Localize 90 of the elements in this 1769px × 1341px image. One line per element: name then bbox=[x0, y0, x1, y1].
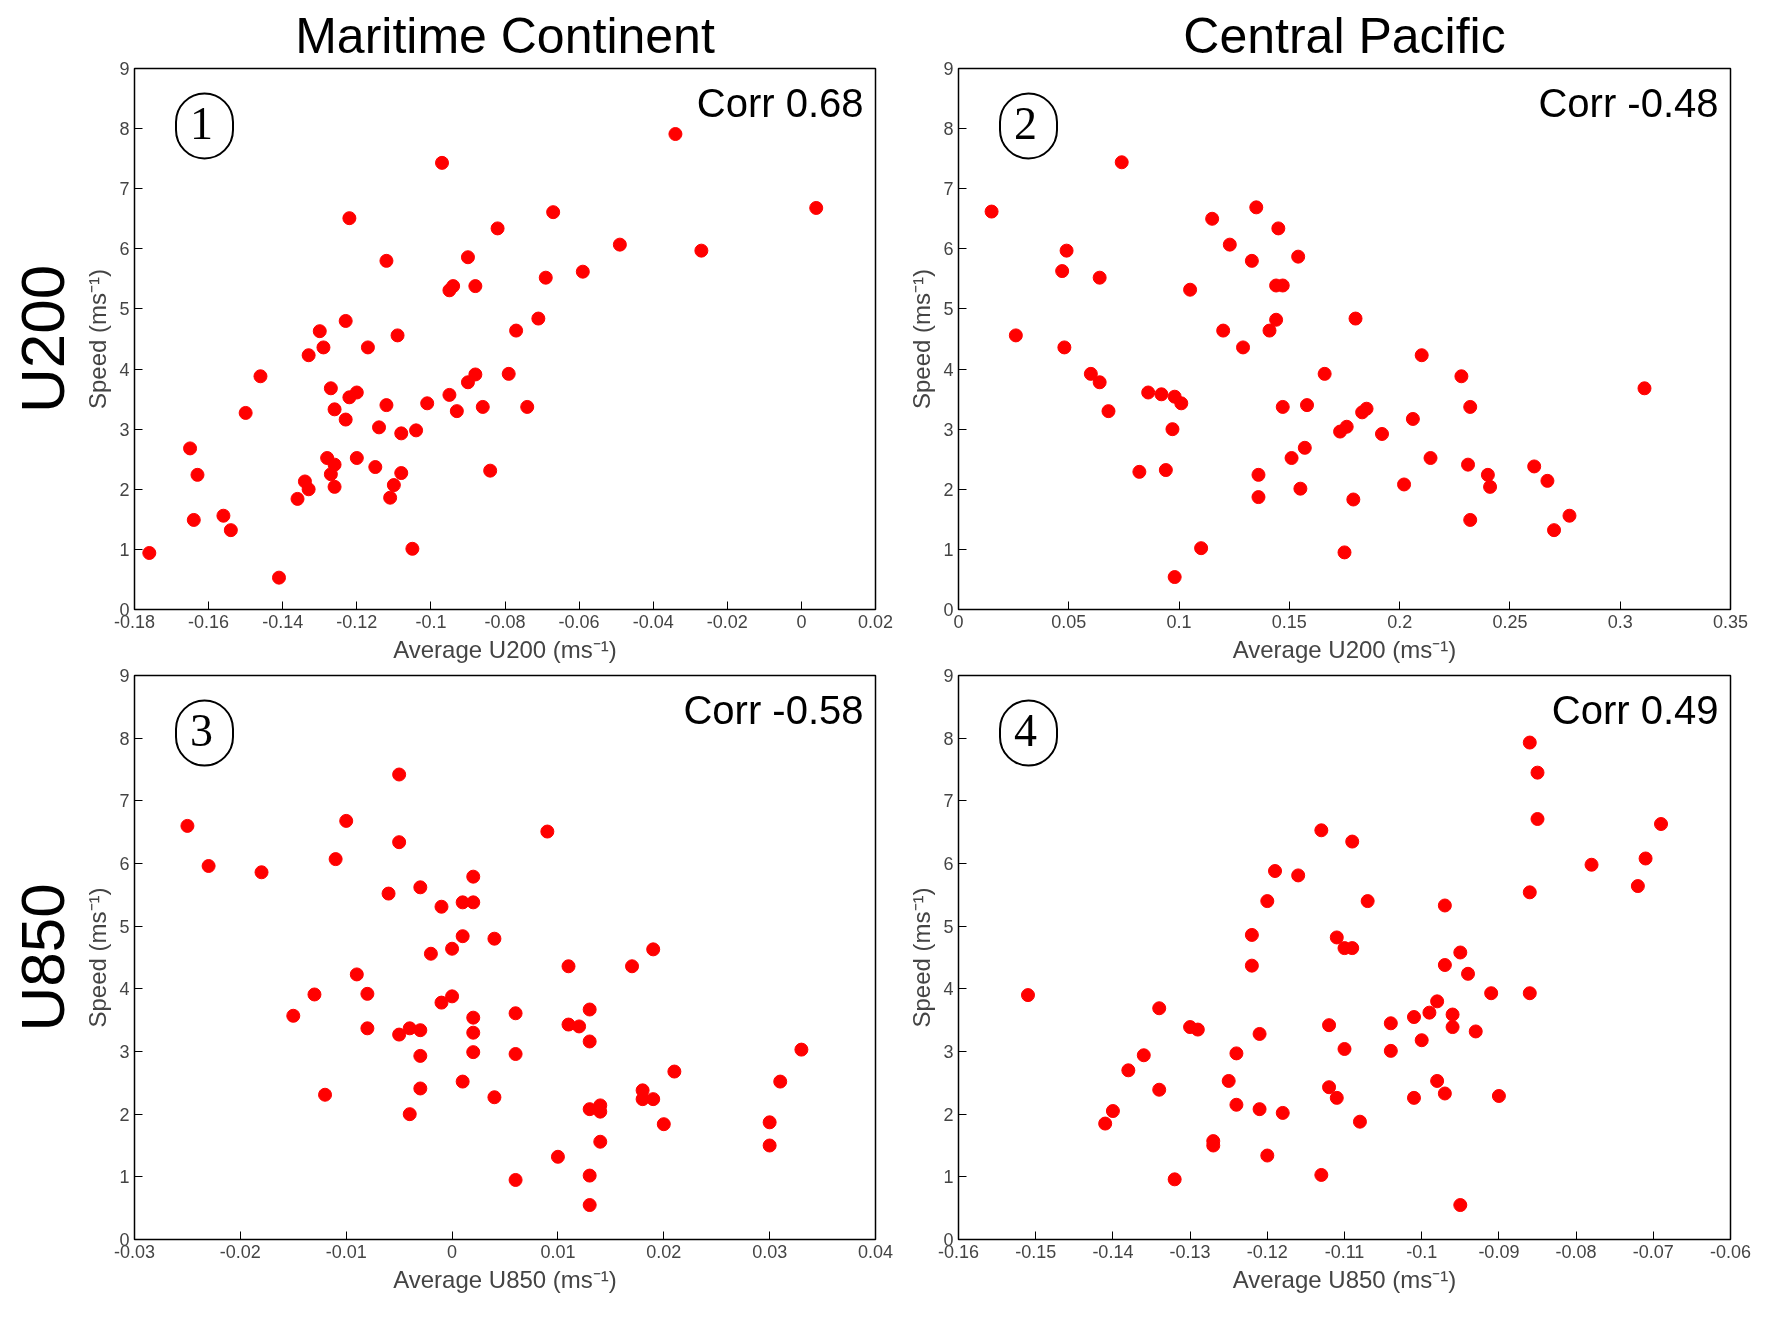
x-tick-label: -0.01 bbox=[325, 1241, 367, 1262]
x-axis-title: Average U850 (ms⁻¹) bbox=[393, 1265, 617, 1293]
x-tick-label: -0.07 bbox=[1632, 1241, 1674, 1262]
x-tick-label: 0.03 bbox=[752, 1241, 788, 1262]
x-tick-label: 0.02 bbox=[646, 1241, 682, 1262]
y-tick-label: 5 bbox=[119, 299, 130, 320]
annotation: Corr -0.48 bbox=[1538, 80, 1719, 125]
x-tick-label: 0.3 bbox=[1607, 611, 1633, 632]
annotation: 2 bbox=[1014, 97, 1037, 149]
x-tick-label: -0.06 bbox=[1709, 1241, 1752, 1262]
y-tick-label: 6 bbox=[119, 239, 130, 260]
y-axis-title: Speed (ms⁻¹) bbox=[908, 268, 936, 410]
x-tick-label: 0 bbox=[447, 1241, 458, 1262]
y-tick-label: 9 bbox=[119, 666, 130, 686]
x-tick-label: -0.11 bbox=[1324, 1241, 1365, 1262]
y-tick-label: 1 bbox=[943, 1167, 954, 1188]
annotation: 1 bbox=[190, 97, 213, 149]
y-tick-label: 8 bbox=[943, 119, 954, 140]
x-tick-label: -0.14 bbox=[1092, 1241, 1134, 1262]
x-tick-label: 0.1 bbox=[1166, 611, 1192, 632]
annotation: Corr -0.58 bbox=[683, 687, 864, 732]
y-tick-label: 3 bbox=[119, 1042, 130, 1062]
x-tick-label: -0.09 bbox=[1478, 1241, 1520, 1262]
annotation: Corr 0.49 bbox=[1551, 687, 1719, 732]
x-tick-label: -0.02 bbox=[219, 1241, 261, 1262]
y-tick-label: 7 bbox=[119, 791, 130, 812]
y-tick-label: 2 bbox=[943, 1104, 954, 1125]
y-tick-label: 9 bbox=[943, 666, 954, 686]
y-tick-label: 4 bbox=[119, 359, 130, 380]
y-tick-label: 3 bbox=[119, 419, 130, 440]
x-tick-label: -0.04 bbox=[632, 611, 674, 632]
x-tick-label: -0.08 bbox=[484, 611, 526, 632]
x-tick-label: 0 bbox=[796, 611, 807, 632]
y-tick-label: 5 bbox=[943, 916, 954, 937]
y-tick-label: 6 bbox=[943, 239, 954, 260]
x-tick-label: -0.12 bbox=[1246, 1241, 1288, 1262]
x-tick-label: -0.16 bbox=[188, 611, 230, 632]
x-tick-label: 0.25 bbox=[1492, 611, 1528, 632]
y-tick-label: 7 bbox=[943, 791, 954, 812]
x-tick-label: 0.15 bbox=[1271, 611, 1307, 632]
x-tick-label: 0.35 bbox=[1712, 611, 1749, 632]
y-tick-label: 8 bbox=[119, 119, 130, 140]
x-tick-label: 0.02 bbox=[857, 611, 894, 632]
annotation: 4 bbox=[1014, 704, 1037, 756]
x-axis-title: Average U200 (ms⁻¹) bbox=[393, 635, 617, 663]
x-tick-label: -0.1 bbox=[1406, 1241, 1438, 1262]
y-tick-label: 2 bbox=[119, 1104, 130, 1125]
x-axis-title: Average U850 (ms⁻¹) bbox=[1232, 1265, 1457, 1293]
y-tick-label: 3 bbox=[943, 419, 954, 440]
y-tick-label: 6 bbox=[943, 854, 954, 874]
y-tick-label: 9 bbox=[119, 59, 130, 79]
y-tick-label: 4 bbox=[943, 979, 954, 1000]
text: U200 bbox=[7, 264, 77, 414]
annotation: Corr 0.68 bbox=[696, 80, 864, 125]
chart-title: Maritime Continent bbox=[295, 7, 715, 64]
y-tick-label: 6 bbox=[119, 854, 130, 874]
x-tick-label: -0.06 bbox=[558, 611, 600, 632]
x-axis-title: Average U200 (ms⁻¹) bbox=[1232, 635, 1457, 663]
x-tick-label: -0.1 bbox=[415, 611, 447, 632]
x-tick-label: -0.02 bbox=[706, 611, 748, 632]
y-tick-label: 7 bbox=[119, 179, 130, 200]
x-tick-label: -0.15 bbox=[1015, 1241, 1057, 1262]
y-tick-label: 7 bbox=[943, 179, 954, 200]
y-axis-title: Speed (ms⁻¹) bbox=[84, 268, 112, 410]
y-tick-label: 2 bbox=[943, 479, 954, 500]
y-tick-label: 1 bbox=[943, 539, 954, 560]
y-tick-label: 8 bbox=[119, 728, 130, 749]
y-tick-label: 8 bbox=[943, 728, 954, 749]
y-tick-label: 5 bbox=[119, 916, 130, 937]
annotation: 3 bbox=[190, 704, 213, 756]
y-tick-label: 3 bbox=[943, 1042, 954, 1062]
x-tick-label: 0.04 bbox=[857, 1241, 894, 1262]
y-axis-title: Speed (ms⁻¹) bbox=[908, 887, 936, 1028]
y-tick-label: 5 bbox=[943, 299, 954, 320]
x-tick-label: -0.12 bbox=[336, 611, 378, 632]
x-tick-label: -0.08 bbox=[1555, 1241, 1597, 1262]
chart-title: Central Pacific bbox=[1183, 7, 1506, 64]
x-tick-label: 0.05 bbox=[1051, 611, 1087, 632]
x-tick-label: 0.01 bbox=[540, 1241, 576, 1262]
x-tick-label: -0.14 bbox=[262, 611, 304, 632]
y-tick-label: 1 bbox=[119, 539, 130, 560]
x-tick-label: 0.2 bbox=[1387, 611, 1413, 632]
y-tick-label: 1 bbox=[119, 1167, 130, 1188]
y-tick-label: 2 bbox=[119, 479, 130, 500]
y-tick-label: 9 bbox=[943, 59, 954, 79]
y-tick-label: 4 bbox=[119, 979, 130, 1000]
x-tick-label: -0.13 bbox=[1169, 1241, 1211, 1262]
text: U850 bbox=[7, 883, 77, 1032]
y-axis-title: Speed (ms⁻¹) bbox=[84, 887, 112, 1028]
y-tick-label: 4 bbox=[943, 359, 954, 380]
